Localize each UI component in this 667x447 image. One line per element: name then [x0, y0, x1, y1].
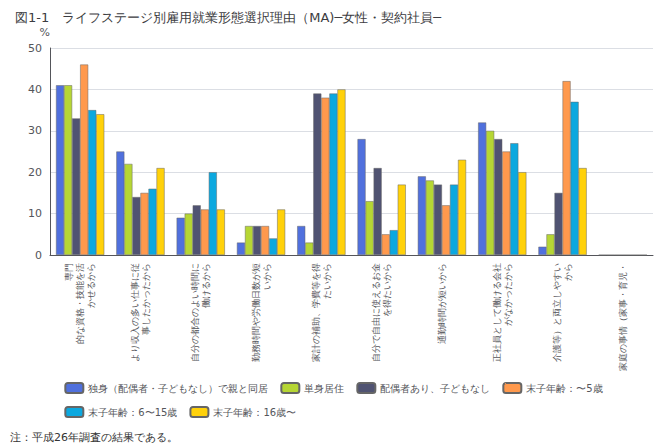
svg-text:いから: いから	[262, 263, 272, 290]
svg-text:末子年齢：6〜15歳: 末子年齢：6〜15歳	[88, 407, 177, 418]
svg-text:40: 40	[28, 83, 42, 96]
svg-text:通勤時間が短いから: 通勤時間が短いから	[437, 263, 447, 344]
svg-text:的な資格・技能を活: 的な資格・技能を活	[75, 263, 85, 344]
svg-text:自分で自由に使えるお金: 自分で自由に使えるお金	[371, 263, 381, 362]
svg-text:より収入の多い仕事に従: より収入の多い仕事に従	[130, 263, 140, 362]
svg-text:家庭の事情（家事・育児・: 家庭の事情（家事・育児・	[618, 263, 628, 371]
svg-text:10: 10	[28, 207, 42, 220]
svg-text:末子年齢：16歳〜: 末子年齢：16歳〜	[213, 407, 296, 418]
svg-text:家計の補助、学費等を得: 家計の補助、学費等を得	[311, 263, 321, 362]
svg-text:末子年齢：〜5歳: 末子年齢：〜5歳	[526, 383, 602, 394]
svg-text:専門: 専門	[64, 263, 74, 281]
svg-text:がなかったから: がなかったから	[503, 263, 513, 326]
svg-text:注：平成26年調査の結果である。: 注：平成26年調査の結果である。	[10, 431, 178, 444]
svg-text:自分の都合のよい時間に: 自分の都合のよい時間に	[190, 263, 200, 362]
svg-text:働けるから: 働けるから	[201, 263, 211, 308]
svg-text:介護等）と両立しやすい: 介護等）と両立しやすい	[552, 263, 562, 362]
svg-text:20: 20	[28, 166, 42, 179]
svg-text:を得たいから: を得たいから	[382, 263, 392, 317]
svg-text:50: 50	[28, 42, 42, 55]
svg-text:30: 30	[28, 124, 42, 137]
svg-text:たいから: たいから	[322, 263, 332, 299]
svg-text:%: %	[40, 26, 50, 39]
svg-text:独身（配偶者・子どもなし）で親と同居: 独身（配偶者・子どもなし）で親と同居	[88, 383, 268, 394]
svg-text:勤務時間や労働日数が短: 勤務時間や労働日数が短	[251, 263, 261, 362]
svg-text:正社員として働ける会社: 正社員として働ける会社	[492, 263, 502, 362]
svg-text:単身居住: 単身居住	[304, 383, 344, 394]
svg-text:から: から	[563, 263, 573, 281]
svg-text:かせるから: かせるから	[86, 263, 96, 308]
svg-text:0: 0	[35, 249, 42, 262]
svg-text:事したかったから: 事したかったから	[141, 263, 151, 335]
svg-text:図1-1 ライフステージ別雇用就業形態選択理由（MA)─女性: 図1-1 ライフステージ別雇用就業形態選択理由（MA)─女性・契約社員─	[15, 10, 441, 25]
svg-text:配偶者あり、子どもなし: 配偶者あり、子どもなし	[380, 383, 490, 394]
